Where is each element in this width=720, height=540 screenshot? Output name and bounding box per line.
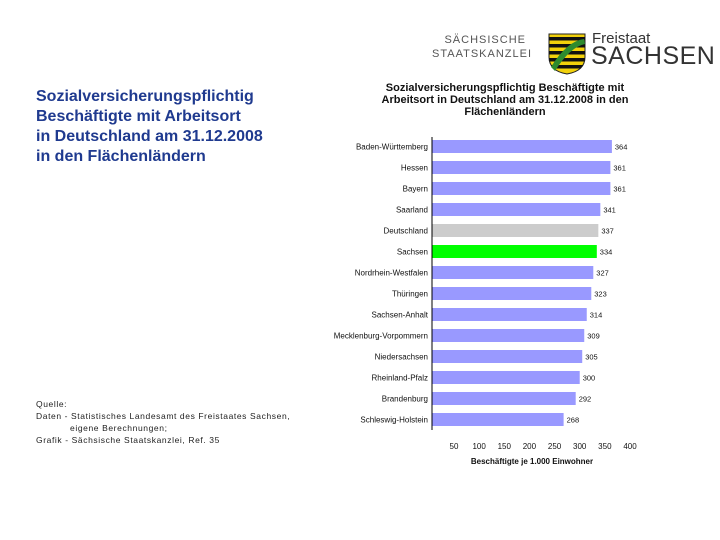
x-tick-label: 100 xyxy=(472,442,486,451)
category-label: Niedersachsen xyxy=(375,353,428,362)
x-tick-label: 50 xyxy=(450,442,459,451)
category-label: Sachsen xyxy=(397,248,428,257)
logo-line-2: STAATSKANZLEI xyxy=(432,48,533,60)
source-line: Daten - Statistisches Landesamt des Frei… xyxy=(36,411,291,421)
chart-title-line: Flächenländern xyxy=(464,106,546,118)
source-line: eigene Berechnungen; xyxy=(70,423,168,433)
x-tick-label: 250 xyxy=(548,442,562,451)
category-label: Baden-Württemberg xyxy=(356,143,428,152)
category-label: Sachsen-Anhalt xyxy=(372,311,429,320)
data-label: 323 xyxy=(594,290,607,299)
bar xyxy=(432,140,612,153)
data-label: 337 xyxy=(601,227,614,236)
category-label: Mecklenburg-Vorpommern xyxy=(334,332,428,341)
category-label: Saarland xyxy=(396,206,428,215)
x-tick-label: 150 xyxy=(498,442,512,451)
chart-title-line: Sozialversicherungspflichtig Beschäftigt… xyxy=(385,82,625,94)
slide-title-line: Beschäftigte mit Arbeitsort xyxy=(36,108,241,125)
bar xyxy=(432,392,576,405)
category-label: Thüringen xyxy=(392,290,428,299)
bar xyxy=(432,413,564,426)
category-label: Nordrhein-Westfalen xyxy=(355,269,428,278)
category-label: Hessen xyxy=(401,164,428,173)
bar xyxy=(432,161,611,174)
category-label: Deutschland xyxy=(384,227,428,236)
slide-title-line: in den Flächenländern xyxy=(36,148,206,165)
bar xyxy=(432,266,594,279)
slide-title: Sozialversicherungspflichtig Beschäftigt… xyxy=(36,87,326,167)
slide-title-line: in Deutschland am 31.12.2008 xyxy=(36,128,263,145)
data-label: 361 xyxy=(613,164,626,173)
x-axis-label: Beschäftigte je 1.000 Einwohner xyxy=(471,457,593,466)
freistaat-label: Freistaat xyxy=(592,30,651,47)
x-tick-label: 200 xyxy=(523,442,537,451)
category-label: Brandenburg xyxy=(382,395,428,404)
bar xyxy=(432,308,587,321)
data-label: 292 xyxy=(579,395,592,404)
data-label: 309 xyxy=(587,332,600,341)
bar xyxy=(432,224,599,237)
logo-line-1: SÄCHSISCHE xyxy=(444,34,526,46)
chart-title: Sozialversicherungspflichtig Beschäftigt… xyxy=(340,82,670,118)
source-label: Quelle: xyxy=(36,399,68,409)
data-label: 305 xyxy=(585,353,598,362)
state-chancellery-logo: SÄCHSISCHE STAATSKANZLEI xyxy=(432,33,533,61)
data-label: 314 xyxy=(590,311,603,320)
bar xyxy=(432,350,583,363)
source-line: Grafik - Sächsische Staatskanzlei, Ref. … xyxy=(36,435,220,445)
bar xyxy=(432,245,597,258)
bar xyxy=(432,371,580,384)
chart-title-line: Arbeitsort in Deutschland am 31.12.2008 … xyxy=(381,94,629,106)
saxony-coat-of-arms-icon xyxy=(548,33,586,75)
bar xyxy=(432,203,601,216)
data-label: 361 xyxy=(613,185,626,194)
x-tick-label: 350 xyxy=(598,442,612,451)
data-label: 327 xyxy=(596,269,609,278)
slide-title-line: Sozialversicherungspflichtig xyxy=(36,88,254,105)
bar xyxy=(432,287,592,300)
x-tick-label: 300 xyxy=(573,442,587,451)
sachsen-wordmark: SACHSEN xyxy=(591,42,716,70)
category-label: Rheinland-Pfalz xyxy=(372,374,428,383)
data-label: 268 xyxy=(567,416,580,425)
x-tick-label: 400 xyxy=(623,442,637,451)
data-label: 364 xyxy=(615,143,628,152)
category-label: Schleswig-Holstein xyxy=(360,416,428,425)
bar xyxy=(432,182,611,195)
category-label: Bayern xyxy=(403,185,428,194)
data-label: 300 xyxy=(583,374,596,383)
bar xyxy=(432,329,585,342)
data-label: 334 xyxy=(600,248,613,257)
source-note: Quelle: Daten - Statistisches Landesamt … xyxy=(36,398,326,446)
data-label: 341 xyxy=(603,206,616,215)
